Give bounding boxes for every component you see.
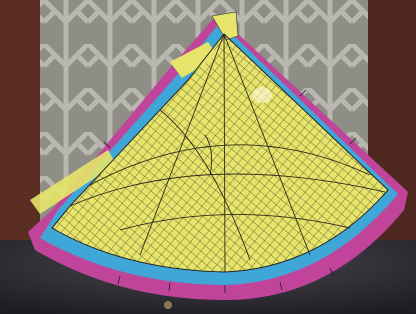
photo	[0, 0, 416, 314]
glare	[252, 87, 272, 103]
base-knob	[164, 301, 172, 309]
